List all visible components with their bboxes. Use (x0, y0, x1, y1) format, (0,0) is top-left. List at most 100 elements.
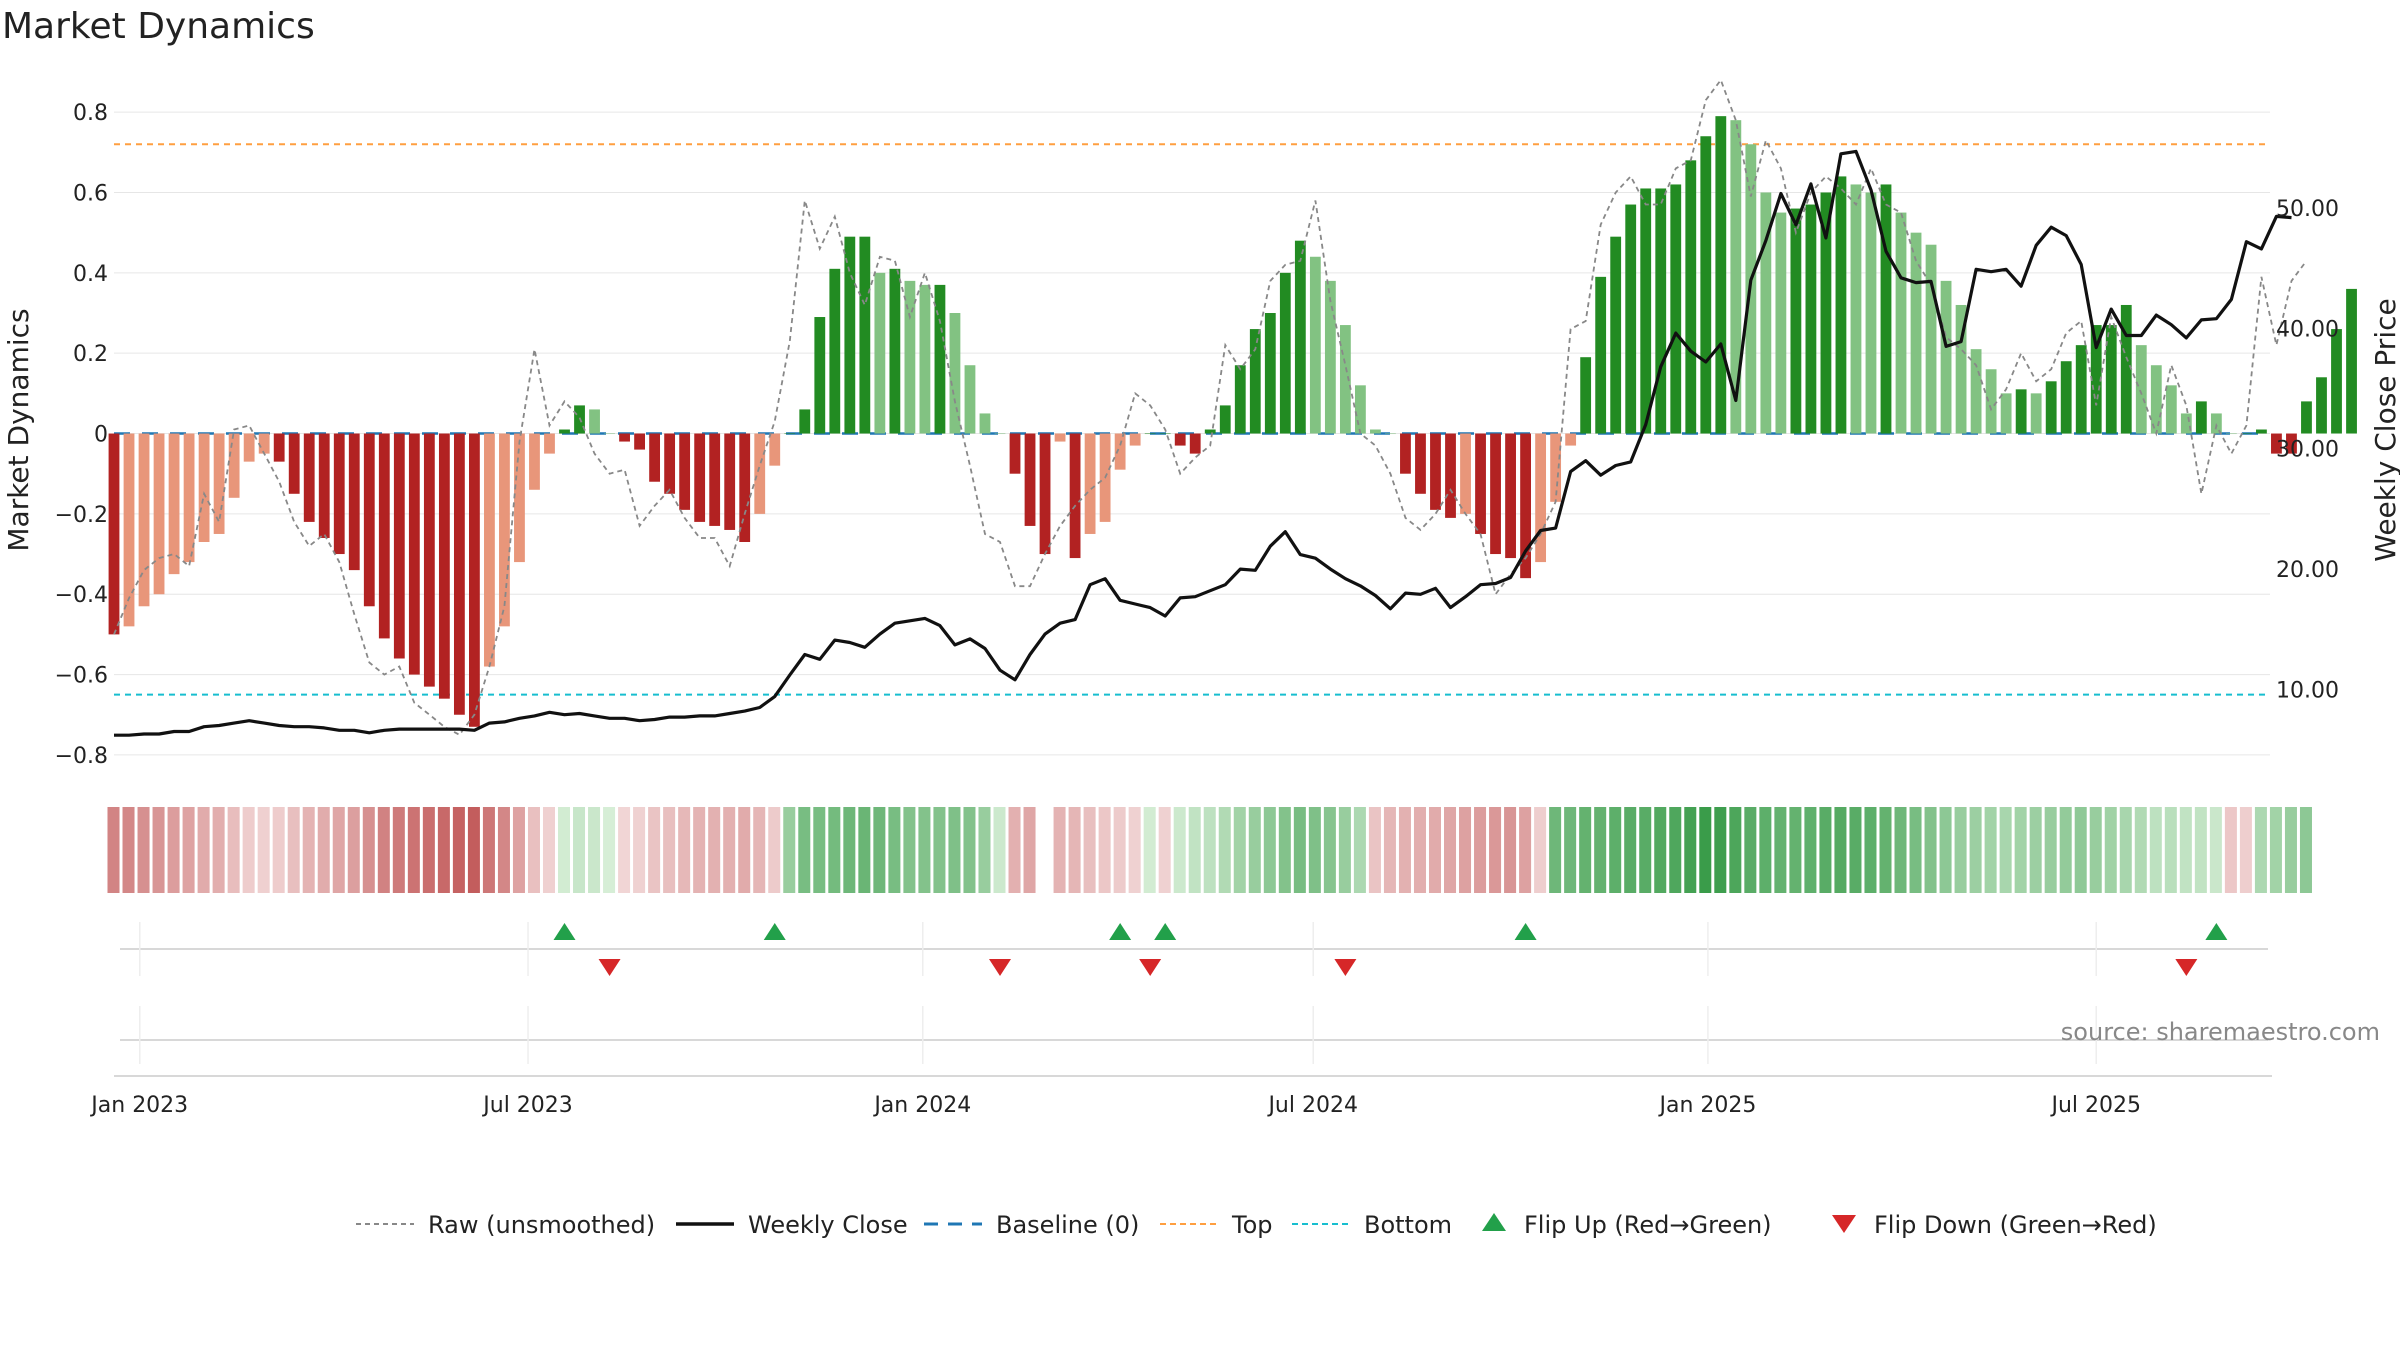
band-cell (768, 807, 781, 893)
band-cell (933, 807, 946, 893)
band-cell (272, 807, 285, 893)
right-tick-label: 20.00 (2276, 558, 2339, 583)
momentum-bar (1069, 433, 1081, 559)
momentum-bar (1730, 120, 1742, 434)
momentum-bar (1234, 365, 1246, 434)
momentum-bar (589, 409, 600, 434)
band-cell (1083, 807, 1096, 893)
band-cell (1654, 807, 1667, 893)
momentum-bar (2000, 393, 2012, 434)
band-cell (422, 807, 435, 893)
band-cell (242, 807, 255, 893)
left-tick-label: 0.6 (73, 181, 108, 206)
momentum-bar (1580, 357, 1592, 434)
band-cell (1789, 807, 1802, 893)
flip-up-marker (553, 923, 576, 940)
momentum-bar (1460, 433, 1471, 514)
band-cell (1113, 807, 1126, 893)
momentum-bar (1820, 192, 1832, 434)
band-cell (407, 807, 420, 893)
momentum-bar (994, 433, 1006, 435)
band-cell (227, 807, 240, 893)
momentum-bar (1850, 184, 1862, 434)
x-tick-label: Jan 2025 (1657, 1093, 1756, 1118)
momentum-bars (108, 116, 2357, 727)
band-cell (212, 807, 225, 893)
band-cell (2044, 807, 2057, 893)
flip-up-marker (2205, 923, 2228, 940)
momentum-bar (754, 433, 766, 514)
momentum-bar (724, 433, 736, 530)
band-cell (573, 807, 586, 893)
momentum-bar (2271, 433, 2282, 454)
momentum-bar (1610, 236, 1622, 434)
left-tick-label: −0.2 (55, 503, 108, 528)
momentum-bar (1865, 192, 1877, 434)
right-tick-label: 40.00 (2276, 317, 2339, 342)
band-cell (1263, 807, 1276, 893)
momentum-bar (408, 433, 420, 675)
momentum-bar (423, 433, 435, 687)
band-cell (1398, 807, 1411, 893)
band-cell (2179, 807, 2192, 893)
band-cell (603, 807, 616, 893)
momentum-bar (2331, 329, 2342, 434)
momentum-bar (814, 317, 826, 434)
raw-line (113, 78, 2308, 736)
band-cell (813, 807, 826, 893)
momentum-bar (2225, 433, 2237, 435)
left-tick-label: −0.4 (55, 583, 108, 608)
momentum-bar (829, 268, 841, 434)
band-cell (903, 807, 916, 893)
momentum-bar (378, 433, 390, 639)
momentum-bar (1535, 433, 1547, 563)
band-cell (347, 807, 360, 893)
momentum-bar (1144, 433, 1156, 435)
left-tick-label: −0.6 (55, 664, 108, 689)
momentum-bar (904, 280, 916, 434)
momentum-bar (1114, 433, 1126, 470)
right-tick-label: 10.00 (2276, 678, 2339, 703)
band-cell (1969, 807, 1982, 893)
band-cell (482, 807, 495, 893)
legend-label: Flip Up (Red→Green) (1524, 1211, 1772, 1239)
band-cell (2224, 807, 2237, 893)
band-cell (2284, 807, 2297, 893)
band-cell (1714, 807, 1727, 893)
band-cell (1909, 807, 1922, 893)
flip-down-marker (1139, 959, 1162, 976)
band-cell (1924, 807, 1937, 893)
momentum-bar (859, 236, 871, 434)
band-cell (1368, 807, 1381, 893)
momentum-bar (949, 313, 961, 434)
momentum-bar (273, 433, 285, 462)
band-cell (167, 807, 180, 893)
momentum-bar (1084, 433, 1096, 534)
momentum-bar (1324, 280, 1336, 434)
legend-item-bottom: Bottom (1292, 1211, 1452, 1239)
band-cell (633, 807, 646, 893)
source-note: source: sharemaestro.com (2061, 1018, 2380, 1046)
band-cell (618, 807, 631, 893)
band-cell (708, 807, 721, 893)
band-cell (1594, 807, 1607, 893)
band-cell (2269, 807, 2282, 893)
momentum-bar (1309, 256, 1321, 434)
band-cell (452, 807, 465, 893)
momentum-bar (694, 433, 706, 522)
momentum-bar (318, 433, 330, 538)
legend-item-top: Top (1160, 1211, 1273, 1239)
momentum-bar (1370, 429, 1381, 434)
momentum-bar (228, 433, 240, 498)
right-tick-label: 50.00 (2276, 197, 2339, 222)
legend-label: Baseline (0) (996, 1211, 1139, 1239)
band-cell (2134, 807, 2147, 893)
momentum-bar (243, 433, 255, 462)
band-cell (1233, 807, 1246, 893)
band-cell (1143, 807, 1156, 893)
flip-up-marker (763, 923, 786, 940)
momentum-bar (1400, 433, 1411, 474)
panel-gridlines (114, 922, 2272, 1077)
close-series (114, 149, 2292, 737)
momentum-bar (2030, 393, 2042, 434)
